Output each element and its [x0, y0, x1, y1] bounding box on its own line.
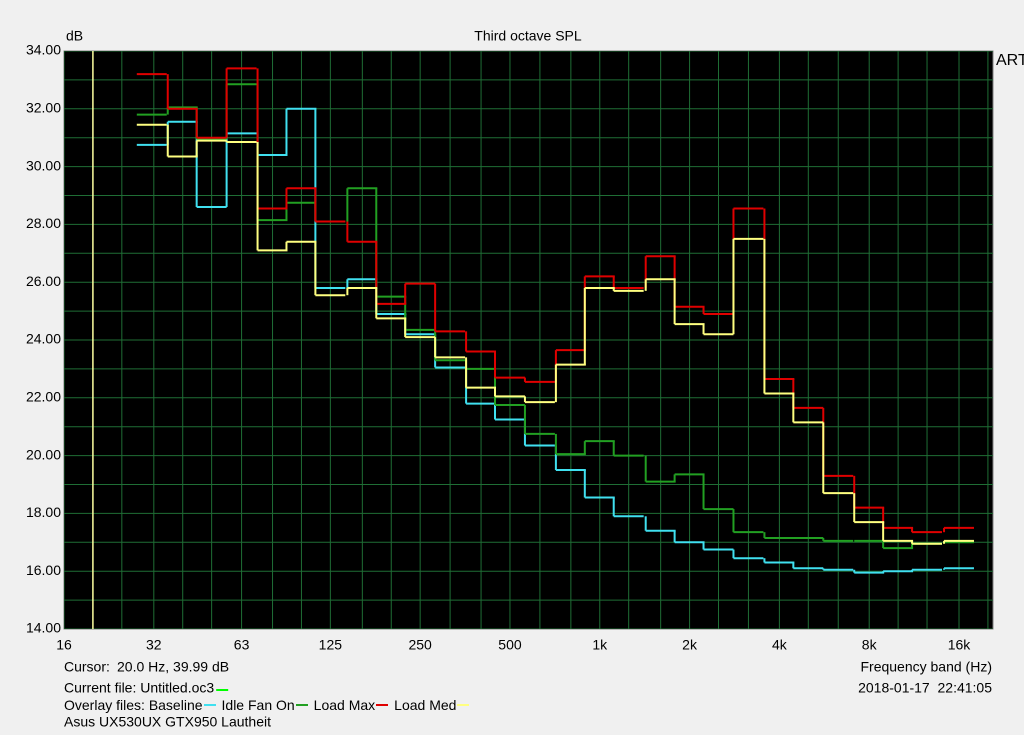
- x-tick-label: 63: [234, 637, 250, 653]
- legend-swatch: [295, 704, 308, 706]
- y-tick-label: 32.00: [26, 100, 61, 116]
- y-tick-label: 16.00: [26, 562, 61, 578]
- y-tick-label: 18.00: [26, 504, 61, 520]
- x-tick-label: 2k: [682, 637, 698, 653]
- y-tick-label: 30.00: [26, 157, 61, 173]
- cursor-value: 20.0 Hz, 39.99 dB: [117, 659, 229, 675]
- y-tick-label: 22.00: [26, 389, 61, 405]
- x-tick-label: 8k: [862, 637, 878, 653]
- x-axis-label: Frequency band (Hz): [860, 659, 992, 675]
- y-tick-label: 34.00: [26, 42, 61, 58]
- plot: [64, 51, 993, 629]
- x-tick-label: 500: [498, 637, 522, 653]
- timestamp: 2018-01-17 22:41:05: [858, 680, 992, 696]
- x-tick-label: 32: [146, 637, 162, 653]
- note: Asus UX530UX GTX950 Lautheit: [64, 714, 271, 730]
- brand: ARTA: [996, 52, 1024, 69]
- x-tick-label: 16k: [948, 637, 972, 653]
- legend-label: Load Max: [313, 697, 376, 713]
- legend-swatch: [203, 704, 216, 706]
- x-tick-label: 1k: [592, 637, 608, 653]
- legend-label: Baseline: [148, 697, 203, 713]
- current-file: Current file: Untitled.oc3: [64, 680, 214, 696]
- chart-title: Third octave SPL: [474, 28, 582, 44]
- y-tick-label: 20.00: [26, 446, 61, 462]
- x-tick-label: 250: [408, 637, 432, 653]
- cursor-label: Cursor:: [64, 659, 110, 675]
- x-tick-label: 16: [56, 637, 72, 653]
- x-tick-label: 4k: [772, 637, 788, 653]
- legend-label: Load Med: [394, 697, 457, 713]
- legend-label: Idle Fan On: [221, 697, 295, 713]
- legend: Overlay files: Baseline Idle Fan On Load M…: [64, 697, 475, 713]
- y-unit: dB: [66, 28, 83, 44]
- y-tick-label: 26.00: [26, 273, 61, 289]
- y-tick-label: 24.00: [26, 331, 61, 347]
- x-tick-label: 125: [319, 637, 343, 653]
- legend-swatch: [457, 704, 470, 706]
- legend-swatch: [376, 704, 389, 706]
- y-tick-label: 28.00: [26, 215, 61, 231]
- overlay-label: Overlay files:: [64, 697, 145, 713]
- y-tick-label: 14.00: [26, 620, 61, 636]
